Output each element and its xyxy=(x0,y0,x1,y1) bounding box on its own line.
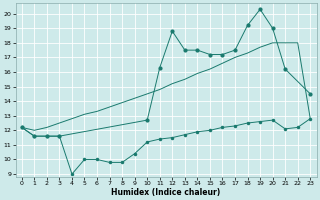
X-axis label: Humidex (Indice chaleur): Humidex (Indice chaleur) xyxy=(111,188,221,197)
